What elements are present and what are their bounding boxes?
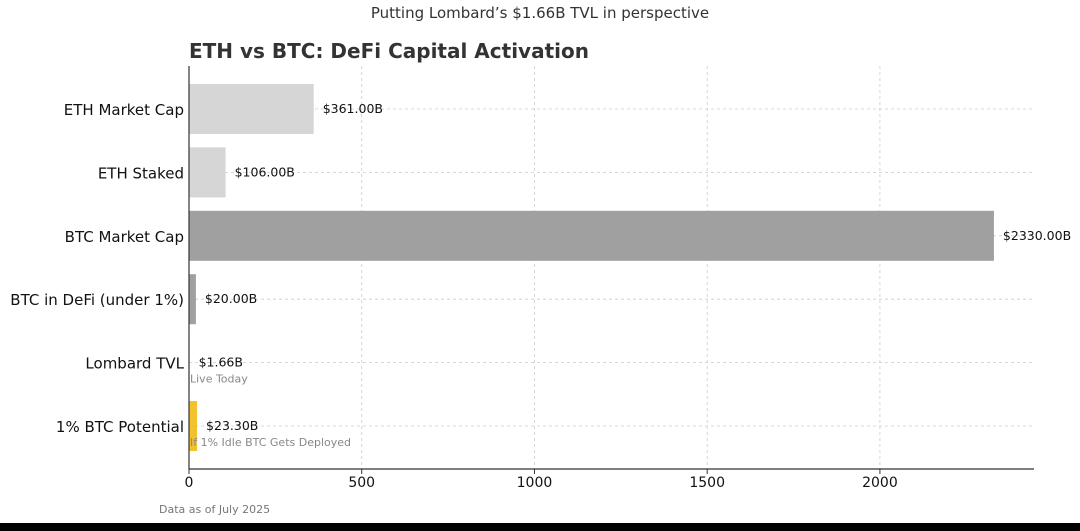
chart-suptitle: Putting Lombard’s $1.66B TVL in perspect… <box>370 4 710 22</box>
category-label: 1% BTC Potential <box>56 418 184 436</box>
category-label: Lombard TVL <box>85 355 184 373</box>
bar-value-label: $1.66B <box>199 355 243 370</box>
bar-value-label: $361.00B <box>323 101 383 116</box>
bar-value-label: $106.00B <box>235 164 295 179</box>
bar <box>189 147 226 198</box>
bar-value-label: $23.30B <box>206 418 258 433</box>
x-tick-label: 500 <box>348 475 375 491</box>
x-tick-label: 1000 <box>517 475 553 491</box>
category-label: BTC Market Cap <box>65 228 184 246</box>
bar-annotation: Live Today <box>190 373 248 386</box>
bar <box>189 274 196 325</box>
bar-annotation: If 1% Idle BTC Gets Deployed <box>190 436 351 449</box>
x-tick-label: 1500 <box>689 475 725 491</box>
bar <box>189 401 198 451</box>
chart-title: ETH vs BTC: DeFi Capital Activation <box>189 39 589 63</box>
category-label: ETH Market Cap <box>64 101 184 119</box>
bottom-border <box>0 523 1080 531</box>
bar <box>189 84 314 134</box>
x-tick-label: 0 <box>185 475 194 491</box>
bar-value-label: $2330.00B <box>1003 228 1071 243</box>
category-label: BTC in DeFi (under 1%) <box>10 291 184 309</box>
x-tick-label: 2000 <box>862 475 898 491</box>
bar-value-label: $20.00B <box>205 291 257 306</box>
data-date-note: Data as of July 2025 <box>159 503 271 516</box>
bar <box>189 210 994 261</box>
category-label: ETH Staked <box>98 164 184 182</box>
